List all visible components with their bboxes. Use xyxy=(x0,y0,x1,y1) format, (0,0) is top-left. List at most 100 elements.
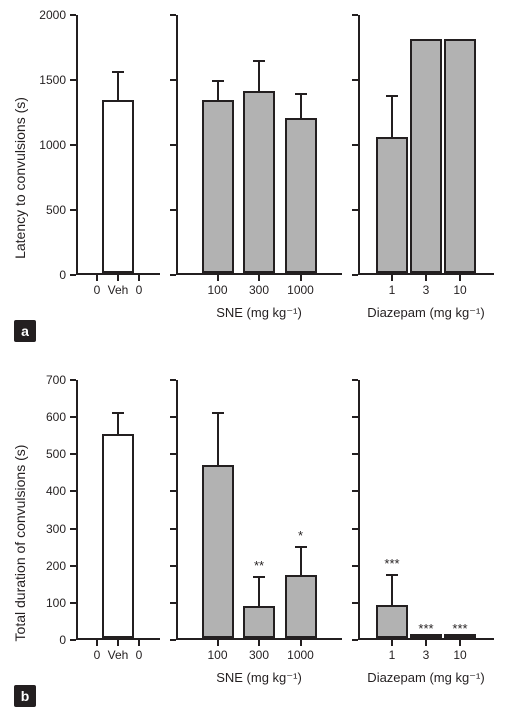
xtick xyxy=(391,640,393,646)
significance-marker: ** xyxy=(254,558,264,573)
error-cap xyxy=(212,80,224,82)
ytick xyxy=(352,144,358,146)
bar xyxy=(376,137,408,274)
ytick xyxy=(70,144,76,146)
subplot-b-sne: 1003001000SNE (mg kg⁻¹)*** xyxy=(176,380,342,640)
xtick-label: 100 xyxy=(207,283,227,297)
ytick xyxy=(70,79,76,81)
ytick-label: 0 xyxy=(59,633,66,647)
ytick xyxy=(352,602,358,604)
xtick xyxy=(138,275,140,281)
xtick-label: Veh xyxy=(108,283,129,297)
xtick xyxy=(459,275,461,281)
ytick xyxy=(170,565,176,567)
xtick xyxy=(96,640,98,646)
xtick-label: 10 xyxy=(453,648,466,662)
ytick xyxy=(170,79,176,81)
error-bar xyxy=(258,577,260,609)
xtick-label: 300 xyxy=(249,648,269,662)
subplot-a-veh: 05001000150020000Veh0 xyxy=(76,15,160,275)
ytick-label: 300 xyxy=(46,522,66,536)
ytick xyxy=(352,453,358,455)
error-cap xyxy=(253,60,265,62)
ytick xyxy=(352,528,358,530)
error-cap xyxy=(295,546,307,548)
error-bar xyxy=(300,94,302,120)
ytick xyxy=(170,528,176,530)
xtick-label: 3 xyxy=(423,283,430,297)
ytick xyxy=(352,14,358,16)
ytick xyxy=(170,490,176,492)
significance-marker: * xyxy=(298,528,303,543)
figure: Latency to convulsions (s) 0500100015002… xyxy=(0,0,512,722)
ytick xyxy=(352,379,358,381)
ytick xyxy=(170,416,176,418)
ytick-label: 500 xyxy=(46,447,66,461)
error-bar xyxy=(117,413,119,435)
xtick xyxy=(425,640,427,646)
ytick xyxy=(352,209,358,211)
xtick-label: 1000 xyxy=(287,648,314,662)
xtick-label: 300 xyxy=(249,283,269,297)
group-label: SNE (mg kg⁻¹) xyxy=(216,305,302,321)
xtick xyxy=(217,275,219,281)
bar xyxy=(285,575,317,638)
ytick xyxy=(70,416,76,418)
error-bar xyxy=(217,413,219,467)
ytick-label: 700 xyxy=(46,373,66,387)
xtick xyxy=(391,275,393,281)
ytick xyxy=(70,528,76,530)
xtick-label: 1 xyxy=(389,283,396,297)
subplot-b-veh: 01002003004005006007000Veh0 xyxy=(76,380,160,640)
error-bar xyxy=(300,547,302,577)
error-cap xyxy=(253,576,265,578)
xtick xyxy=(138,640,140,646)
xtick-label: Veh xyxy=(108,648,129,662)
subplot-b-dzp: 1310Diazepam (mg kg⁻¹)********* xyxy=(358,380,494,640)
panel-b: Total duration of convulsions (s) 010020… xyxy=(0,370,512,715)
xtick-label: 1000 xyxy=(287,283,314,297)
significance-marker: *** xyxy=(452,621,467,636)
ytick xyxy=(170,379,176,381)
error-bar xyxy=(258,61,260,94)
xtick-label: 3 xyxy=(423,648,430,662)
ytick-label: 1500 xyxy=(39,73,66,87)
error-cap xyxy=(295,93,307,95)
ytick xyxy=(352,416,358,418)
bar xyxy=(243,91,275,273)
error-cap xyxy=(386,574,398,576)
significance-marker: *** xyxy=(384,556,399,571)
y-axis xyxy=(76,380,78,640)
group-label: Diazepam (mg kg⁻¹) xyxy=(367,670,484,686)
bar xyxy=(102,434,134,638)
ytick xyxy=(70,14,76,16)
error-bar xyxy=(117,72,119,102)
subplot-a-sne: 1003001000SNE (mg kg⁻¹) xyxy=(176,15,342,275)
xtick-label: 10 xyxy=(453,283,466,297)
error-cap xyxy=(112,71,124,73)
ytick xyxy=(70,453,76,455)
xtick xyxy=(425,275,427,281)
ytick xyxy=(70,490,76,492)
panel-label-b: b xyxy=(14,685,36,707)
group-label: SNE (mg kg⁻¹) xyxy=(216,670,302,686)
ytick xyxy=(70,565,76,567)
ytick xyxy=(70,379,76,381)
bar xyxy=(376,605,408,638)
xtick-label: 100 xyxy=(207,648,227,662)
ytick-label: 2000 xyxy=(39,8,66,22)
ytick-label: 0 xyxy=(59,268,66,282)
xtick-label: 0 xyxy=(136,283,143,297)
xtick xyxy=(217,640,219,646)
xtick-label: 1 xyxy=(389,648,396,662)
bar xyxy=(202,465,234,638)
ytick-label: 400 xyxy=(46,484,66,498)
ytick-label: 600 xyxy=(46,410,66,424)
ytick xyxy=(170,602,176,604)
bar xyxy=(102,100,134,273)
ytick-label: 200 xyxy=(46,559,66,573)
y-axis xyxy=(176,15,178,275)
bar xyxy=(202,100,234,273)
ytick xyxy=(352,490,358,492)
ytick xyxy=(352,79,358,81)
